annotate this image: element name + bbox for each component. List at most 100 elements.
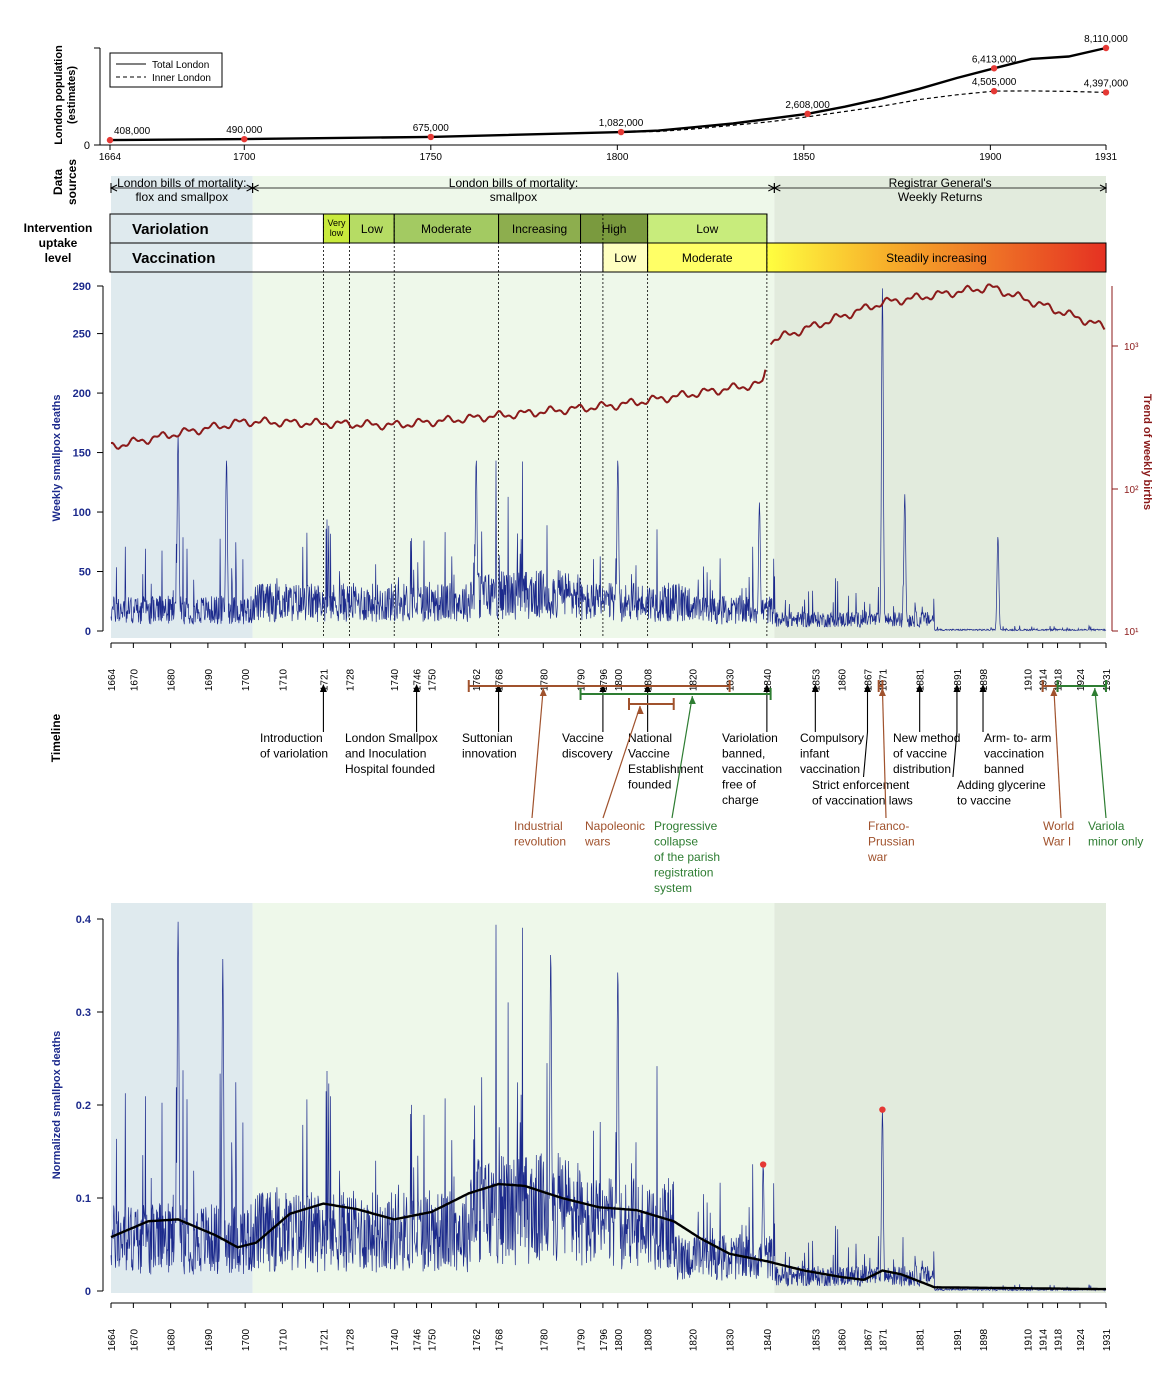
population-y-axis-label: London population(estimates) bbox=[53, 45, 78, 145]
normalized-x-tick-label: 1800 bbox=[614, 1328, 625, 1351]
deaths-x-tick-label: 1891 bbox=[953, 668, 964, 691]
deaths-y-axis-label: Weekly smallpox deaths bbox=[51, 395, 63, 522]
variolation-row-title: Variolation bbox=[132, 221, 209, 238]
variolation-level-label: Increasing bbox=[512, 222, 567, 236]
births-y-tick-label: 10³ bbox=[1124, 342, 1139, 353]
normalized-x-tick-label: 1860 bbox=[837, 1328, 848, 1351]
normalized-y-tick-label: 0.1 bbox=[76, 1193, 91, 1205]
normalized-x-tick-label: 1840 bbox=[763, 1328, 774, 1351]
population-point bbox=[106, 136, 114, 144]
timeline-period-label: Progressive collapse of the parish registra… bbox=[654, 819, 720, 895]
vaccination-level-cell bbox=[647, 242, 768, 273]
data-source-label: Registrar General's Weekly Returns bbox=[889, 176, 992, 204]
deaths-x-tick-label: 1820 bbox=[688, 668, 699, 691]
deaths-x-tick-label: 1830 bbox=[726, 668, 737, 691]
timeline-event-label: London Smallpox and Inoculation Hospital f… bbox=[345, 731, 438, 776]
normalized-x-tick-label: 1690 bbox=[204, 1328, 215, 1351]
deaths-x-tick-label: 1910 bbox=[1024, 668, 1035, 691]
period-arrowhead bbox=[539, 688, 547, 696]
population-point bbox=[1102, 89, 1110, 96]
population-x-tick-label: 1850 bbox=[793, 152, 816, 163]
deaths-x-tick-label: 1780 bbox=[539, 668, 550, 691]
event-arrowhead bbox=[319, 684, 327, 692]
normalized-trend-line bbox=[110, 1182, 1106, 1291]
event-arrowhead bbox=[495, 684, 503, 692]
population-point bbox=[1102, 44, 1110, 52]
normalized-x-tick-label: 1762 bbox=[472, 1328, 483, 1351]
population-point-label: 8,110,000 bbox=[1084, 34, 1128, 45]
vaccination-level-label: Moderate bbox=[682, 251, 733, 265]
period-arrow bbox=[881, 687, 887, 819]
deaths-y-tick-label: 150 bbox=[73, 448, 91, 460]
normalized-x-tick-label: 1830 bbox=[726, 1328, 737, 1351]
event-arrowhead bbox=[763, 684, 771, 692]
variolation-level-cell bbox=[580, 213, 649, 244]
population-x-tick-label: 1800 bbox=[606, 152, 629, 163]
deaths-x-tick-label: 1800 bbox=[614, 668, 625, 691]
period-arrowhead bbox=[1050, 688, 1058, 696]
variolation-level-cell bbox=[647, 213, 768, 244]
event-arrowhead bbox=[413, 684, 421, 692]
timeline-event-label: Suttonian innovation bbox=[462, 731, 517, 761]
event-arrow-lead bbox=[952, 731, 958, 778]
deaths-x-tick-label: 1898 bbox=[979, 668, 990, 691]
period-arrow bbox=[671, 695, 693, 819]
deaths-x-tick-label: 1871 bbox=[878, 668, 889, 691]
deaths-x-tick-label: 1690 bbox=[204, 668, 215, 691]
timeline-period-label: Franco-Prussian war bbox=[867, 819, 915, 864]
period-arrowhead bbox=[1091, 688, 1099, 696]
normalized-x-tick-label: 1721 bbox=[319, 1328, 330, 1351]
period-arrow bbox=[602, 705, 641, 819]
period-arrowhead bbox=[878, 688, 886, 696]
timeline-event-label: National Vaccine Establishment founded bbox=[628, 731, 704, 792]
legend-total-label: Total London bbox=[152, 60, 209, 71]
population-point bbox=[241, 135, 248, 143]
shade-early-top bbox=[111, 176, 253, 638]
population-point-label: 490,000 bbox=[226, 125, 263, 136]
deaths-x-tick-label: 1918 bbox=[1054, 668, 1065, 691]
vaccination-empty-cell bbox=[252, 243, 603, 272]
deaths-y-tick-label: 250 bbox=[73, 329, 91, 341]
timeline-row-label: Timeline bbox=[49, 713, 63, 762]
normalized-x-tick-label: 1780 bbox=[539, 1328, 550, 1351]
timeline-event-label: Compulsory infant vaccination bbox=[800, 731, 864, 776]
vaccination-level-cell bbox=[766, 242, 1107, 273]
deaths-y-tick-label: 100 bbox=[73, 507, 91, 519]
timeline-period-label: World War I bbox=[1043, 819, 1074, 849]
event-arrowhead bbox=[599, 684, 607, 692]
vaccination-row-title: Vaccination bbox=[132, 250, 215, 267]
period-arrowhead bbox=[636, 706, 644, 714]
variolation-level-label: Low bbox=[696, 222, 718, 236]
deaths-x-tick-label: 1931 bbox=[1102, 668, 1113, 691]
normalized-x-tick-label: 1881 bbox=[916, 1328, 927, 1351]
deaths-x-tick-label: 1750 bbox=[427, 668, 438, 691]
deaths-x-tick-label: 1680 bbox=[167, 668, 178, 691]
event-arrowhead bbox=[863, 684, 871, 692]
deaths-x-tick-label: 1790 bbox=[577, 668, 588, 691]
normalized-x-tick-label: 1918 bbox=[1054, 1328, 1065, 1351]
population-point bbox=[990, 87, 998, 95]
population-point-label: 4,505,000 bbox=[972, 77, 1017, 88]
timeline-period-label: Industrial revolution bbox=[514, 819, 566, 849]
population-point bbox=[427, 133, 435, 141]
period-arrow bbox=[531, 687, 544, 819]
normalized-x-tick-label: 1700 bbox=[241, 1328, 252, 1351]
normalized-y-tick-label: 0 bbox=[85, 1286, 91, 1298]
population-point bbox=[804, 110, 811, 118]
deaths-y-tick-label: 200 bbox=[73, 388, 91, 400]
normalized-y-axis-label: Normalized smallpox deaths bbox=[51, 1031, 63, 1180]
event-arrowhead bbox=[979, 684, 987, 692]
population-point-label: 675,000 bbox=[413, 123, 450, 134]
normalized-x-tick-label: 1750 bbox=[427, 1328, 438, 1351]
normalized-x-tick-label: 1670 bbox=[129, 1328, 140, 1351]
deaths-x-tick-label: 1808 bbox=[644, 668, 655, 691]
normalized-x-tick-label: 1796 bbox=[599, 1328, 610, 1351]
event-arrowhead bbox=[811, 684, 819, 692]
normalized-y-tick-label: 0.2 bbox=[76, 1100, 91, 1112]
normalized-x-tick-label: 1746 bbox=[413, 1328, 424, 1351]
population-legend bbox=[109, 52, 223, 88]
deaths-y-tick-label: 0 bbox=[85, 626, 91, 638]
event-arrow-lead bbox=[862, 731, 869, 778]
deaths-y-tick-label: 50 bbox=[79, 567, 91, 579]
deaths-x-tick-label: 1860 bbox=[837, 668, 848, 691]
